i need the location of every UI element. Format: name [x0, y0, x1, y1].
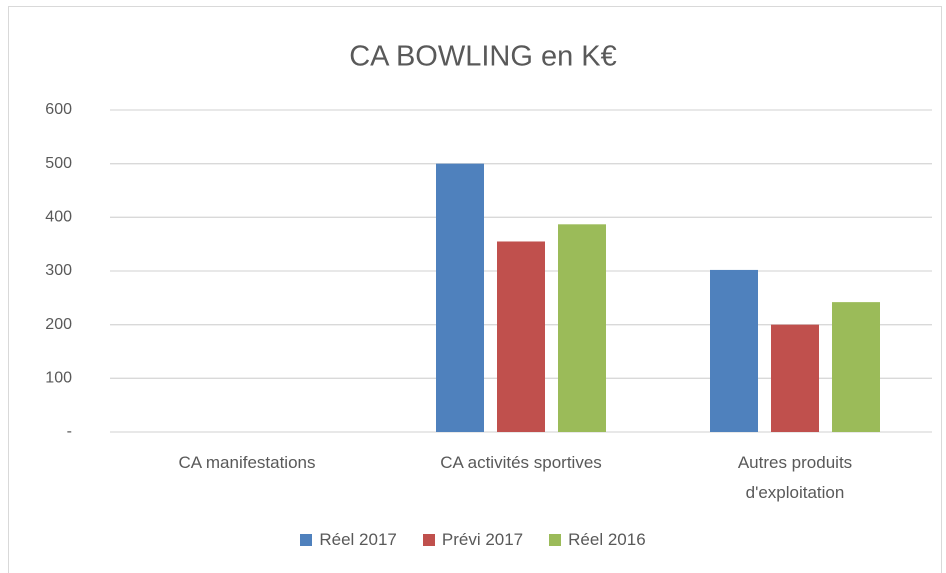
bar — [558, 224, 606, 432]
bar — [832, 302, 880, 432]
chart-title: CA BOWLING en K€ — [349, 41, 617, 73]
legend-label: Prévi 2017 — [441, 530, 524, 549]
legend-label: Réel 2017 — [319, 530, 397, 549]
x-tick-label: CA activités sportives — [440, 453, 602, 472]
legend: Réel 2017 Prévi 2017 Réel 2016 — [0, 530, 946, 550]
bar — [436, 163, 484, 432]
bar — [497, 241, 545, 432]
chart-frame — [8, 6, 942, 573]
legend-swatch — [300, 534, 313, 546]
y-tick-label: 400 — [45, 209, 72, 226]
bar — [771, 324, 819, 432]
legend-item: Réel 2017 — [300, 530, 397, 550]
y-tick-label: 600 — [45, 101, 72, 118]
legend-swatch — [549, 534, 562, 546]
x-tick-label: Autres produits d'exploitation — [737, 453, 853, 502]
legend-item: Prévi 2017 — [422, 530, 524, 550]
y-tick-label: 300 — [45, 262, 72, 279]
y-tick-label: 100 — [45, 370, 72, 387]
y-tick-label: 500 — [45, 155, 72, 172]
bar — [710, 269, 758, 432]
legend-item: Réel 2016 — [549, 530, 646, 550]
y-tick-label: - — [67, 423, 72, 440]
legend-label: Réel 2016 — [568, 530, 646, 549]
legend-swatch — [422, 534, 435, 546]
x-tick-label: CA manifestations — [178, 453, 316, 472]
y-tick-label: 200 — [45, 316, 72, 333]
